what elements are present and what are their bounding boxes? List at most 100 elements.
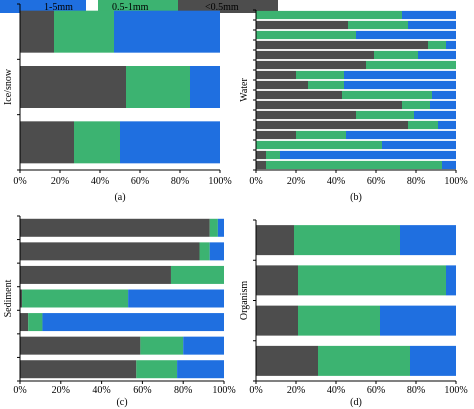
bar-segment-r05_1 <box>298 265 446 296</box>
bar-segment-r1_5 <box>442 160 456 170</box>
bar-segment-r1_5 <box>418 50 456 60</box>
bar-segment-r1_5 <box>356 30 456 40</box>
bar-segment-lt05 <box>20 242 200 261</box>
x-tick-label: 40% <box>327 385 345 396</box>
bar-segment-r05_1 <box>126 66 190 108</box>
bar-segment-r05_1 <box>170 265 224 284</box>
y-axis-title: Sediment <box>3 279 14 317</box>
bar-segment-r1_5 <box>280 150 456 160</box>
bar-segment-lt05 <box>20 10 54 53</box>
bar-segment-r1_5 <box>344 80 456 90</box>
bar-segment-r05_1 <box>298 305 380 336</box>
bar-segment-r1_5 <box>382 140 456 150</box>
bar-segment-r1_5 <box>410 345 456 376</box>
x-tick-label: 80% <box>407 176 425 187</box>
x-tick-label: 0% <box>13 176 26 187</box>
bar-segment-r05_1 <box>296 130 346 140</box>
bar-segment-r1_5 <box>414 110 456 120</box>
bar-segment-r05_1 <box>136 360 178 379</box>
x-tick-label: 60% <box>367 385 385 396</box>
bar-segment-r05_1 <box>308 80 344 90</box>
bar-segment-r1_5 <box>190 66 220 108</box>
bar-segment-lt05 <box>256 305 298 336</box>
x-tick-label: 60% <box>133 385 151 396</box>
bar-segment-r1_5 <box>446 265 456 296</box>
legend-label-r05_1: 0.5-1mm <box>112 2 149 13</box>
bar-segment-r05_1 <box>318 345 410 376</box>
bar-segment-r1_5 <box>344 70 456 80</box>
x-tick-label: 100% <box>212 385 235 396</box>
bar-segment-lt05 <box>256 150 266 160</box>
x-tick-label: 100% <box>208 176 231 187</box>
bar-segment-r05_1 <box>54 10 114 53</box>
bar-segment-r1_5 <box>408 20 456 30</box>
x-tick-label: 100% <box>444 176 467 187</box>
bar-segment-r05_1 <box>256 140 382 150</box>
panel-d: 0% 20% 40% 60% 80% 100% Organism (d) <box>239 219 468 408</box>
x-tick-label: 20% <box>287 176 305 187</box>
bar-segment-r05_1 <box>22 289 129 308</box>
bar-segment-lt05 <box>256 50 374 60</box>
panel-label: (d) <box>350 397 362 408</box>
x-tick-label: 0% <box>249 385 262 396</box>
y-axis-title: Water <box>239 78 250 102</box>
bar-segment-r05_1 <box>199 242 210 261</box>
bar-segment-r05_1 <box>402 100 430 110</box>
bar-segment-r05_1 <box>348 20 408 30</box>
bar-segment-r05_1 <box>294 225 400 256</box>
bar-segment-r05_1 <box>266 160 442 170</box>
bar-segment-r1_5 <box>183 336 224 355</box>
bar-segment-r05_1 <box>428 40 446 50</box>
bar-segment-r05_1 <box>408 120 438 130</box>
bar-segment-lt05 <box>20 218 210 237</box>
bar-segment-lt05 <box>256 80 308 90</box>
x-tick-label: 80% <box>174 385 192 396</box>
bar-segment-r05_1 <box>140 336 184 355</box>
panel-label: (c) <box>116 397 127 408</box>
bar-segment-lt05 <box>256 225 294 256</box>
bar-segment-r05_1 <box>256 30 356 40</box>
bar-segment-lt05 <box>256 160 266 170</box>
x-tick-label: 100% <box>444 385 467 396</box>
x-tick-label: 20% <box>52 385 70 396</box>
x-tick-label: 80% <box>407 385 425 396</box>
bar-segment-r05_1 <box>366 60 456 70</box>
x-tick-label: 20% <box>287 385 305 396</box>
bar-segment-lt05 <box>20 313 29 332</box>
bar-segment-lt05 <box>256 120 408 130</box>
x-tick-label: 80% <box>171 176 189 187</box>
panel-label: (a) <box>114 192 125 203</box>
bar-segment-lt05 <box>256 110 356 120</box>
panel-c: 0% 20% 40% 60% 80% 100% Sediment (c) <box>3 215 236 408</box>
x-tick-label: 60% <box>367 176 385 187</box>
x-tick-label: 20% <box>51 176 69 187</box>
bar-segment-lt05 <box>256 60 366 70</box>
y-axis-title: Organism <box>239 281 250 320</box>
x-tick-label: 40% <box>327 176 345 187</box>
bar-segment-r1_5 <box>42 313 224 332</box>
bar-segment-lt05 <box>256 90 342 100</box>
bar-segment-r1_5 <box>430 100 456 110</box>
bar-segment-lt05 <box>256 20 348 30</box>
bar-segment-r05_1 <box>209 218 218 237</box>
bar-segment-r1_5 <box>432 90 456 100</box>
bar-segment-lt05 <box>20 336 141 355</box>
bar-segment-lt05 <box>20 289 23 308</box>
bar-segment-r1_5 <box>438 120 456 130</box>
bar-segment-lt05 <box>256 100 402 110</box>
y-axis-title: Ice/snow <box>3 68 14 105</box>
bar-segment-r1_5 <box>400 225 456 256</box>
legend-swatch-r05_1 <box>98 0 178 13</box>
legend-label-r1_5: 1-5mm <box>44 2 73 13</box>
bar-segment-r1_5 <box>120 121 220 164</box>
bar-segment-r1_5 <box>177 360 224 379</box>
bar-segment-r1_5 <box>114 10 220 53</box>
x-tick-label: 40% <box>92 385 110 396</box>
bar-segment-r1_5 <box>209 242 224 261</box>
bar-segment-r1_5 <box>217 218 224 237</box>
panel-a: 0% 20% 40% 60% 80% 100% Ice/snow (a) <box>3 3 232 203</box>
legend-label-lt05: <0.5mm <box>205 2 239 13</box>
x-tick-label: 0% <box>249 176 262 187</box>
bar-segment-r1_5 <box>128 289 224 308</box>
